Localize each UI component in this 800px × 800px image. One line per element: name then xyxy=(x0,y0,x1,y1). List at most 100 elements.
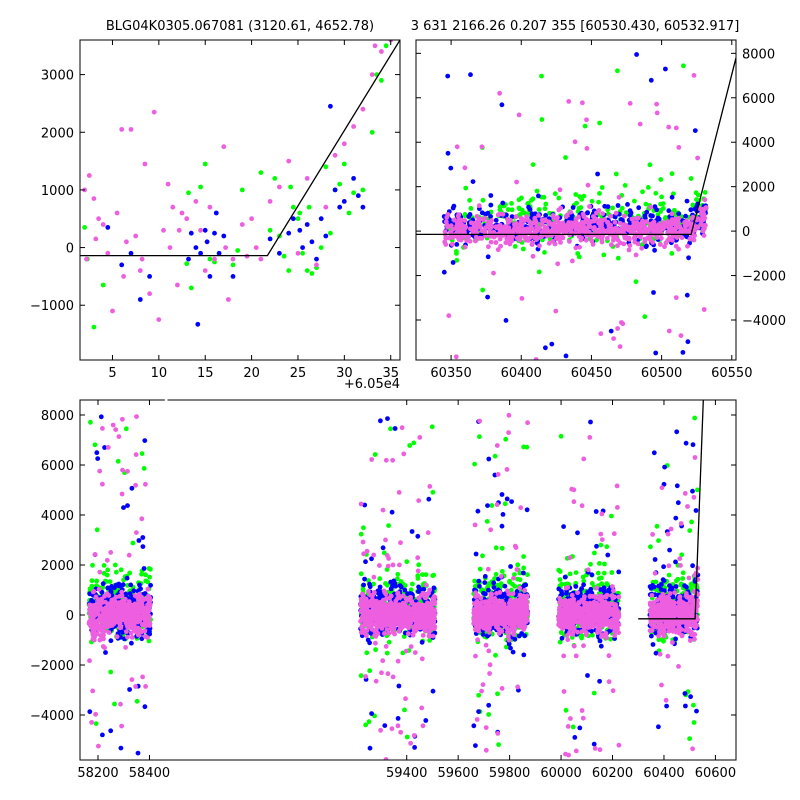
data-point xyxy=(332,152,338,158)
data-point xyxy=(623,210,629,216)
data-point xyxy=(662,464,667,470)
data-point xyxy=(375,588,381,594)
data-point xyxy=(383,457,389,463)
data-point xyxy=(409,529,415,534)
data-point xyxy=(492,453,498,459)
data-point xyxy=(127,591,133,597)
data-point xyxy=(99,589,105,595)
data-point xyxy=(372,43,378,49)
data-point xyxy=(431,585,437,591)
data-point xyxy=(107,579,113,584)
data-point xyxy=(512,583,518,589)
data-point xyxy=(589,572,595,578)
data-point xyxy=(495,247,501,253)
data-point xyxy=(110,422,116,428)
data-point xyxy=(642,314,648,320)
data-point xyxy=(518,222,523,228)
data-point xyxy=(702,197,708,203)
data-point xyxy=(670,221,676,227)
data-point xyxy=(583,225,589,231)
data-point xyxy=(118,745,124,751)
data-point xyxy=(471,225,477,231)
data-point xyxy=(554,217,559,223)
data-point xyxy=(129,640,134,646)
data-point xyxy=(680,576,686,581)
data-point xyxy=(267,199,273,204)
data-point xyxy=(649,223,655,228)
data-point xyxy=(108,550,114,555)
data-point xyxy=(213,210,219,216)
data-point xyxy=(125,634,130,640)
data-point xyxy=(690,563,695,569)
data-point xyxy=(537,243,542,249)
data-point xyxy=(595,570,601,576)
data-point xyxy=(543,213,548,218)
data-point xyxy=(556,195,562,201)
data-point xyxy=(108,638,114,644)
data-point xyxy=(667,547,672,553)
data-point xyxy=(89,578,95,584)
data-point xyxy=(473,551,479,557)
data-point xyxy=(93,594,99,600)
y-tick-label: 8000 xyxy=(742,47,775,62)
data-point xyxy=(484,519,490,524)
data-point xyxy=(543,345,548,351)
data-point xyxy=(451,203,457,209)
data-point xyxy=(574,200,579,206)
data-point xyxy=(395,571,401,577)
data-point xyxy=(653,190,659,196)
data-point xyxy=(608,213,613,219)
data-point xyxy=(380,545,386,551)
data-point xyxy=(462,244,468,250)
data-point xyxy=(578,237,584,243)
data-point xyxy=(668,225,674,231)
data-point xyxy=(476,578,482,584)
x-tick-label: 30 xyxy=(336,366,353,381)
data-point xyxy=(530,240,535,246)
data-point xyxy=(591,690,597,696)
data-point xyxy=(673,559,678,565)
data-point xyxy=(499,492,505,497)
data-point xyxy=(366,578,371,583)
data-point xyxy=(288,184,293,190)
data-point xyxy=(108,588,114,594)
data-point xyxy=(382,631,387,636)
data-point xyxy=(121,505,126,510)
data-point xyxy=(198,227,204,233)
data-point xyxy=(509,207,515,213)
data-point xyxy=(491,580,497,586)
data-point xyxy=(584,231,590,237)
data-point xyxy=(142,591,148,596)
data-point xyxy=(687,236,693,242)
data-point xyxy=(360,204,366,210)
data-point xyxy=(640,189,645,195)
data-point xyxy=(121,274,126,279)
data-point xyxy=(691,720,697,725)
data-point xyxy=(497,204,503,210)
plot-area xyxy=(416,52,736,360)
data-point xyxy=(504,496,510,502)
data-point xyxy=(648,213,654,218)
data-point xyxy=(653,630,659,636)
data-point xyxy=(131,588,137,594)
data-point xyxy=(611,227,617,233)
data-point xyxy=(580,211,586,217)
data-point xyxy=(616,742,622,748)
data-point xyxy=(597,561,602,566)
data-point xyxy=(360,106,366,112)
data-point xyxy=(641,229,647,235)
data-point xyxy=(589,238,595,244)
data-point xyxy=(139,256,145,262)
data-point xyxy=(87,591,93,597)
x-tick-label: 15 xyxy=(197,366,214,381)
data-point xyxy=(506,225,512,231)
data-point xyxy=(557,639,563,645)
data-point xyxy=(416,584,421,590)
data-point xyxy=(267,236,273,242)
data-point xyxy=(170,204,176,210)
data-point xyxy=(647,234,653,240)
data-point xyxy=(550,238,555,244)
data-point xyxy=(685,339,691,345)
